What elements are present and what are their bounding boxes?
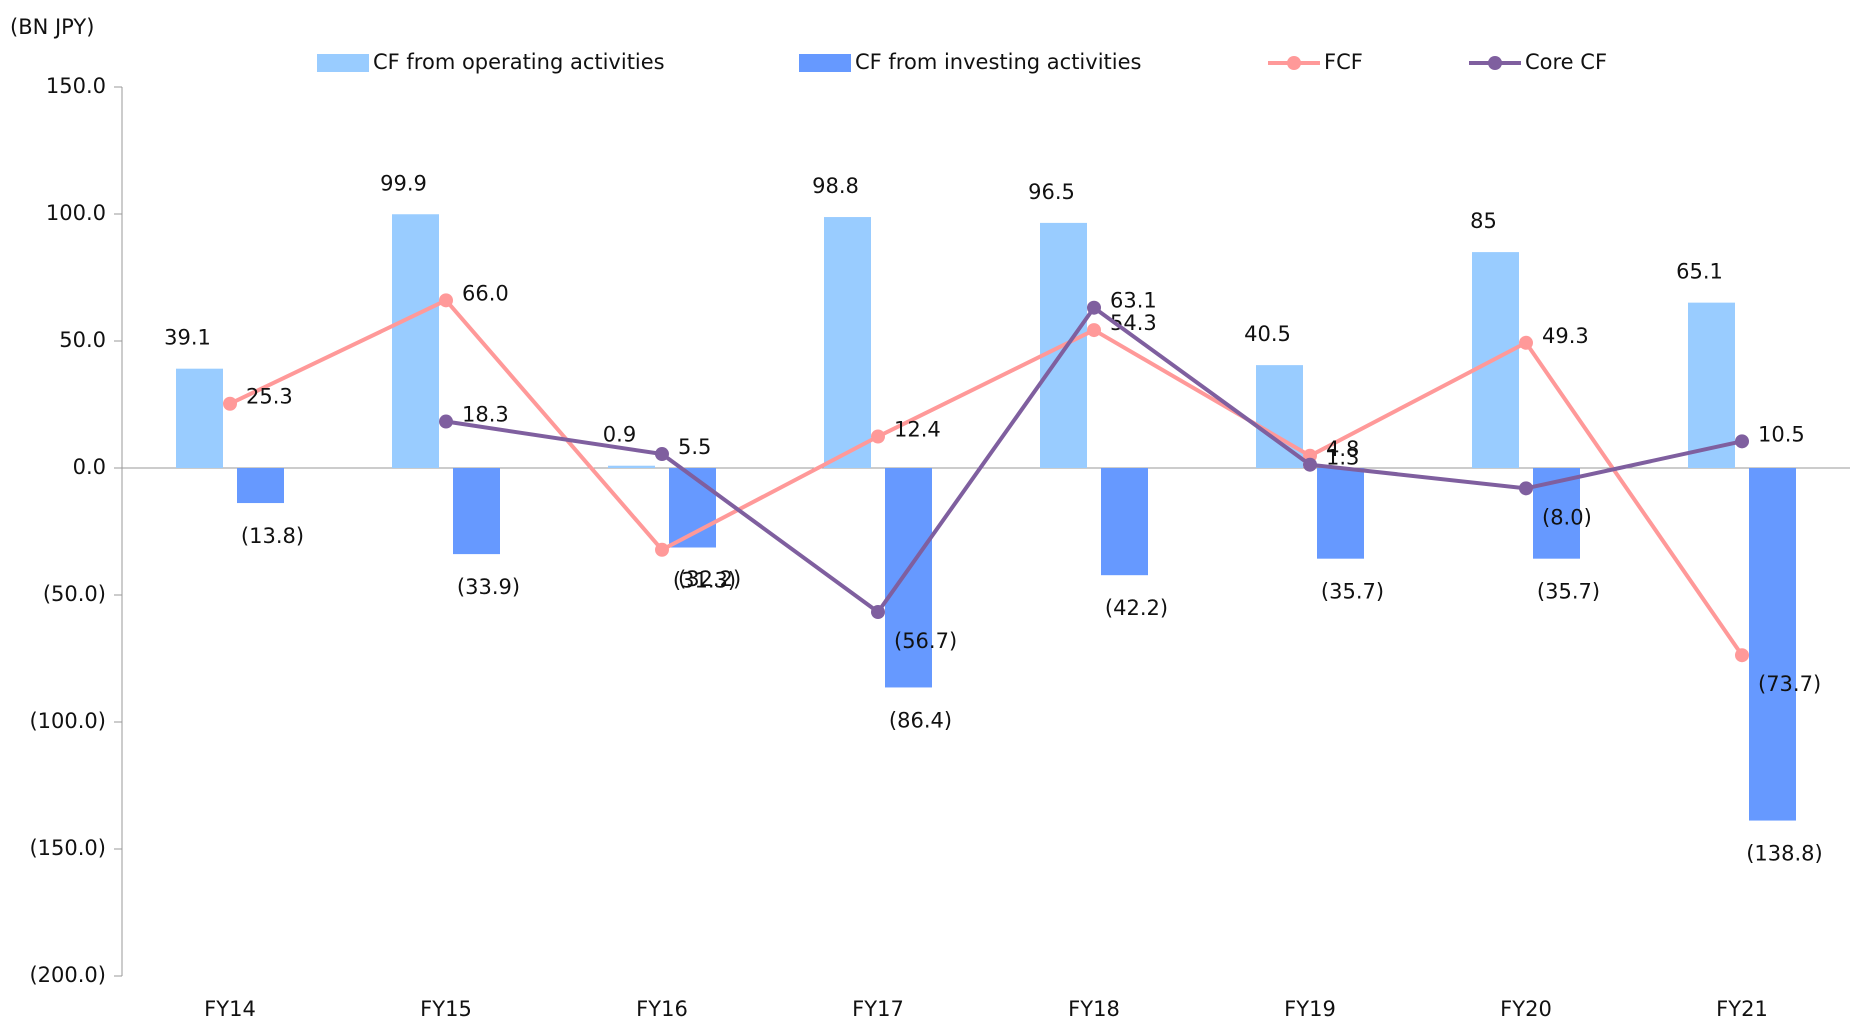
data-label: 39.1 [164,326,211,350]
data-label: (86.4) [889,708,952,732]
y-tick-label: 150.0 [46,74,106,98]
line-point [655,447,669,462]
line-point [1519,335,1533,350]
data-label: 25.3 [246,385,293,409]
legend-swatch [1287,56,1301,70]
line-point [871,605,885,620]
x-tick-label: FY14 [204,997,256,1021]
data-label: 96.5 [1028,180,1075,204]
bar [392,214,439,468]
line-point [1735,434,1749,449]
data-label: (8.0) [1542,505,1592,529]
y-axis-unit: (BN JPY) [10,15,94,39]
x-tick-label: FY18 [1068,997,1120,1021]
data-label: (33.9) [457,575,520,599]
data-label: (42.2) [1105,596,1168,620]
y-tick-label: (100.0) [29,709,106,733]
data-label: 10.5 [1758,422,1805,446]
data-label: 5.5 [678,435,711,459]
data-label: (31.3) [673,569,736,593]
line-point [1087,323,1101,338]
data-label: 1.3 [1326,446,1359,470]
legend-swatch [799,54,851,72]
data-label: 12.4 [894,418,941,442]
data-label: (138.8) [1746,842,1823,866]
legend-label: FCF [1324,50,1363,74]
x-tick-label: FY19 [1284,997,1336,1021]
data-label: 85 [1470,209,1497,233]
data-label: (56.7) [894,629,957,653]
data-label: 18.3 [462,403,509,427]
y-tick-label: (150.0) [29,836,106,860]
legend-swatch [317,54,369,72]
data-label: 65.1 [1676,260,1723,284]
legend-label: CF from investing activities [855,50,1141,74]
data-label: 4.8 [1326,437,1359,461]
bar [1256,365,1303,468]
line [229,298,1744,657]
x-tick-label: FY15 [420,997,472,1021]
data-label: 66.0 [462,281,509,305]
bar [176,368,223,468]
data-label: (35.7) [1537,580,1600,604]
bar [1688,302,1735,468]
data-label: 99.9 [380,171,427,195]
y-tick-label: (50.0) [43,582,106,606]
data-label: (35.7) [1321,580,1384,604]
legend-label: Core CF [1525,50,1607,74]
line-point [1087,300,1101,315]
data-label: (32.2) [678,567,741,591]
legend-swatch [1488,56,1502,70]
line-point [871,429,885,444]
line-point [1303,457,1317,472]
data-label: 63.1 [1110,289,1157,313]
bar [885,468,932,688]
y-tick-label: 0.0 [73,455,106,479]
line-point [439,414,453,429]
y-tick-label: 50.0 [59,328,106,352]
bar [608,465,655,468]
data-label: 98.8 [812,174,859,198]
line-point [439,293,453,308]
data-label: (73.7) [1758,672,1821,696]
bar [1317,468,1364,559]
y-tick-label: 100.0 [46,201,106,225]
bar [237,468,284,504]
data-label: 40.5 [1244,322,1291,346]
line-point [1735,648,1749,663]
x-tick-label: FY17 [852,997,904,1021]
bar [1749,468,1796,821]
line-point [655,542,669,557]
x-tick-label: FY20 [1500,997,1552,1021]
line-point [1519,481,1533,496]
x-tick-label: FY16 [636,997,688,1021]
bar [1101,468,1148,576]
data-label: 0.9 [603,423,636,447]
bar [453,468,500,555]
line-point [223,396,237,411]
bar [824,217,871,468]
data-label: 49.3 [1542,324,1589,348]
legend-label: CF from operating activities [373,50,665,74]
line [445,305,1743,615]
y-tick-label: (200.0) [29,963,106,987]
data-label: (13.8) [241,524,304,548]
x-tick-label: FY21 [1716,997,1768,1021]
